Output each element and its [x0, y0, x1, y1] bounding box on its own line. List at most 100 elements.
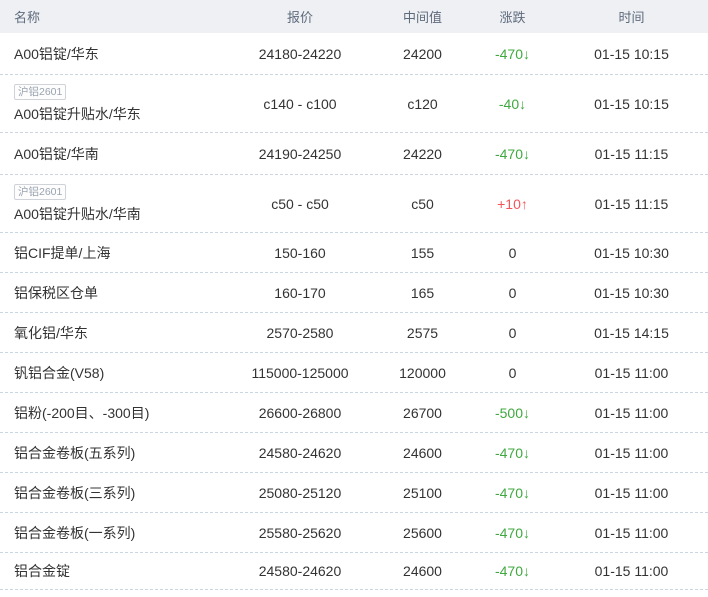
change-cell: +10↑ [470, 196, 555, 212]
change-cell: -470↓ [470, 46, 555, 62]
change-value: -40↓ [498, 95, 527, 112]
change-cell: -470↓ [470, 525, 555, 541]
change-cell: -40↓ [470, 96, 555, 112]
change-cell: 0 [470, 325, 555, 341]
product-name: 铝合金锭 [14, 563, 70, 579]
header-mid: 中间值 [402, 10, 442, 25]
product-name: A00铝锭升贴水/华东 [14, 105, 141, 122]
contract-badge: 沪铝2601 [14, 83, 67, 100]
table-row: 铝合金卷板(三系列) 25080-25120 25100 -470↓ 01-15… [0, 473, 708, 513]
change-value: -470↓ [494, 563, 531, 579]
product-name: 铝合金卷板(五系列) [14, 444, 136, 461]
quote-time: 01-15 11:00 [594, 404, 669, 421]
table-row: 铝CIF提单/上海 150-160 155 0 01-15 10:30 [0, 233, 708, 273]
table-row: 铝合金卷板(一系列) 25580-25620 25600 -470↓ 01-15… [0, 513, 708, 553]
table-row: 钒铝合金(V58) 115000-125000 120000 0 01-15 1… [0, 353, 708, 393]
table-row: 铝粉(-200目、-300目) 26600-26800 26700 -500↓ … [0, 393, 708, 433]
mid-value: 120000 [399, 364, 446, 381]
quote-time: 01-15 11:00 [594, 484, 669, 501]
change-value: -470↓ [494, 444, 531, 461]
header-name: 名称 [14, 10, 41, 25]
header-quote: 报价 [286, 10, 313, 25]
quote-range: 24580-24620 [258, 563, 342, 579]
mid-value: 25600 [403, 524, 442, 541]
product-name: 铝粉(-200目、-300目) [14, 404, 150, 421]
table-row: 沪铝2601 A00铝锭升贴水/华南 c50 - c50 c50 +10↑ 01… [0, 175, 708, 233]
quote-range: 150-160 [274, 244, 326, 261]
header-change: 涨跌 [499, 10, 526, 25]
mid-value: 26700 [403, 404, 442, 421]
mid-value: 2575 [406, 324, 439, 341]
quote-time: 01-15 10:15 [594, 95, 669, 112]
quote-time: 01-15 11:15 [594, 145, 669, 162]
header-time: 时间 [618, 10, 645, 25]
mid-value: 24200 [403, 45, 442, 62]
quote-range: 2570-2580 [266, 324, 334, 341]
quote-time: 01-15 11:00 [594, 364, 669, 381]
change-cell: -470↓ [470, 485, 555, 501]
product-name: 铝保税区仓单 [14, 284, 98, 301]
product-name: A00铝锭升贴水/华南 [14, 205, 141, 222]
quote-range: 24190-24250 [258, 145, 342, 162]
quote-range: 26600-26800 [258, 404, 342, 421]
product-name: 钒铝合金(V58) [14, 364, 105, 381]
table-row: 氧化铝/华东 2570-2580 2575 0 01-15 14:15 [0, 313, 708, 353]
product-name: 铝CIF提单/上海 [14, 244, 111, 261]
quote-time: 01-15 11:00 [594, 563, 669, 579]
table-row: 铝合金锭 24580-24620 24600 -470↓ 01-15 11:00 [0, 553, 708, 590]
change-value: -470↓ [494, 145, 531, 162]
change-value: +10↑ [497, 195, 528, 212]
change-value: 0 [508, 324, 517, 341]
quote-range: 115000-125000 [251, 364, 349, 381]
quote-range: 24580-24620 [258, 444, 342, 461]
mid-value: 155 [410, 244, 435, 261]
product-name-cell: 沪铝2601 A00铝锭升贴水/华东 [0, 83, 225, 124]
quote-time: 01-15 11:15 [594, 195, 669, 212]
table-row: 铝保税区仓单 160-170 165 0 01-15 10:30 [0, 273, 708, 313]
mid-value: 25100 [403, 484, 442, 501]
quote-time: 01-15 10:30 [594, 284, 669, 301]
quote-time: 01-15 14:15 [594, 324, 669, 341]
quote-range: 25580-25620 [258, 524, 342, 541]
product-name: 氧化铝/华东 [14, 324, 88, 341]
table-row: 沪铝2601 A00铝锭升贴水/华东 c140 - c100 c120 -40↓… [0, 75, 708, 133]
change-value: 0 [508, 364, 517, 381]
change-cell: -470↓ [470, 445, 555, 461]
table-header-row: 名称 报价 中间值 涨跌 时间 [0, 0, 708, 33]
product-name: 铝合金卷板(一系列) [14, 524, 136, 541]
change-value: -470↓ [494, 524, 531, 541]
quote-range: c50 - c50 [271, 195, 329, 212]
table-row: A00铝锭/华南 24190-24250 24220 -470↓ 01-15 1… [0, 133, 708, 175]
mid-value: 165 [410, 284, 435, 301]
change-value: 0 [508, 284, 517, 301]
mid-value: 24600 [403, 444, 442, 461]
mid-value: c50 [411, 195, 434, 212]
change-cell: -470↓ [470, 146, 555, 162]
quote-time: 01-15 10:15 [594, 45, 669, 62]
change-cell: -470↓ [470, 563, 555, 579]
product-name: A00铝锭/华东 [14, 45, 99, 62]
mid-value: 24220 [403, 145, 442, 162]
quote-range: 160-170 [274, 284, 326, 301]
change-value: 0 [508, 244, 517, 261]
product-name: 铝合金卷板(三系列) [14, 484, 136, 501]
change-cell: 0 [470, 365, 555, 381]
change-value: -470↓ [494, 484, 531, 501]
change-value: -470↓ [494, 45, 531, 62]
table-row: 铝合金卷板(五系列) 24580-24620 24600 -470↓ 01-15… [0, 433, 708, 473]
quote-time: 01-15 10:30 [594, 244, 669, 261]
quote-range: c140 - c100 [263, 95, 337, 112]
quote-range: 25080-25120 [258, 484, 342, 501]
product-name: A00铝锭/华南 [14, 145, 99, 162]
quote-time: 01-15 11:00 [594, 524, 669, 541]
mid-value: c120 [407, 95, 438, 112]
table-row: A00铝锭/华东 24180-24220 24200 -470↓ 01-15 1… [0, 33, 708, 75]
change-value: -500↓ [494, 404, 531, 421]
product-name-cell: 沪铝2601 A00铝锭升贴水/华南 [0, 183, 225, 224]
quote-time: 01-15 11:00 [594, 444, 669, 461]
mid-value: 24600 [403, 563, 442, 579]
change-cell: 0 [470, 245, 555, 261]
contract-badge: 沪铝2601 [14, 183, 67, 200]
quote-range: 24180-24220 [258, 45, 342, 62]
